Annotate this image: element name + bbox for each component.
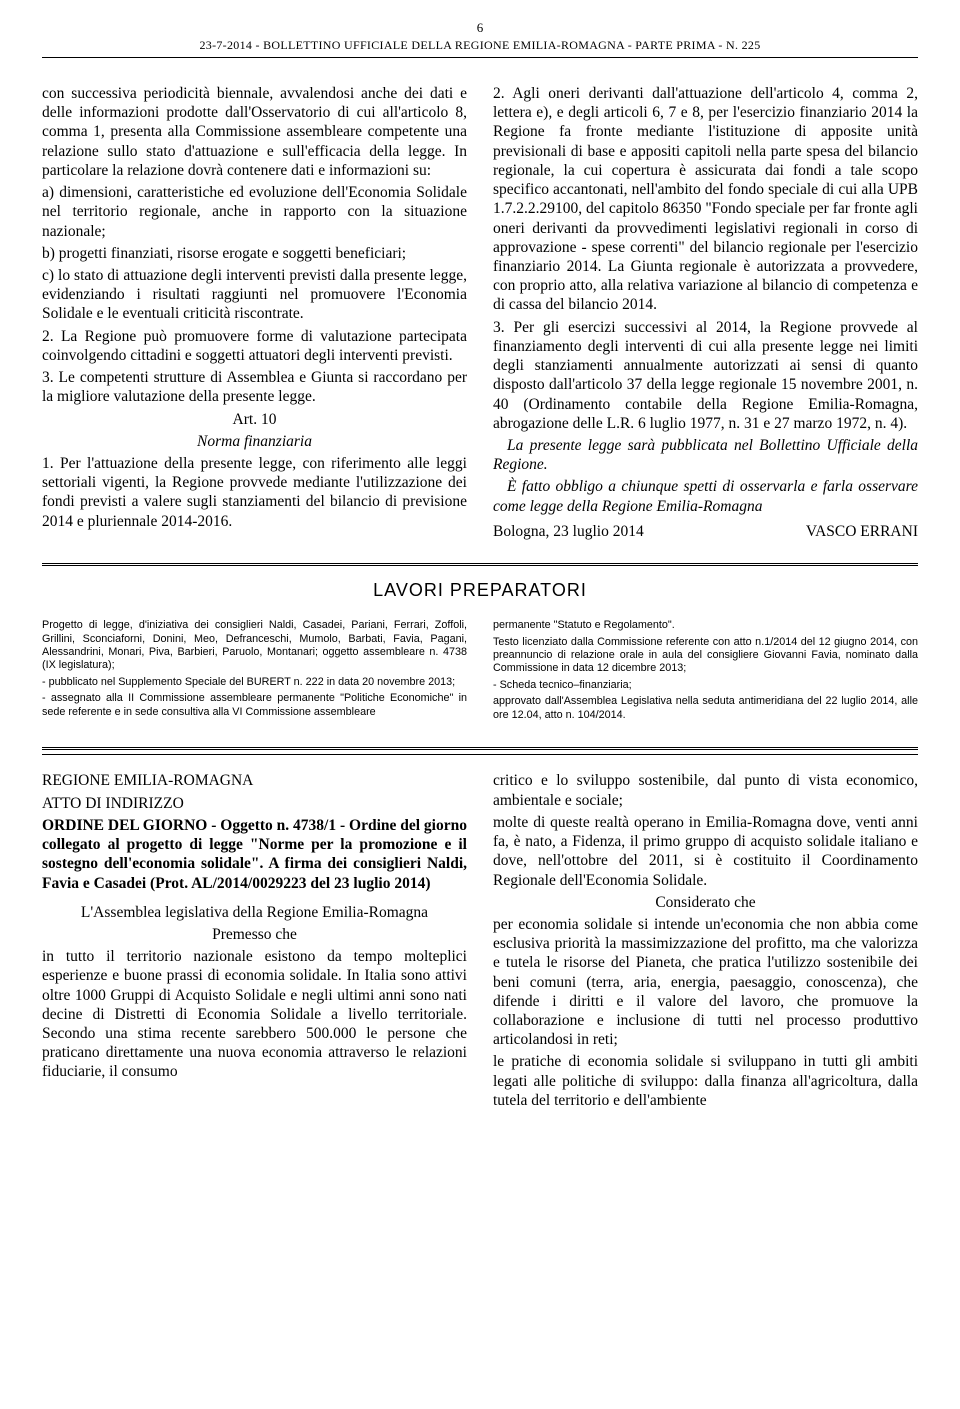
article-title: Norma finanziaria xyxy=(42,432,467,451)
para: molte di queste realtà operano in Emilia… xyxy=(493,813,918,890)
bottom-left-column: REGIONE EMILIA-ROMAGNA ATTO DI INDIRIZZO… xyxy=(42,771,467,1113)
right-column: 2. Agli oneri derivanti dall'attuazione … xyxy=(493,84,918,541)
para: approvato dall'Assemblea Legislativa nel… xyxy=(493,695,918,722)
para: critico e lo sviluppo sostenibile, dal p… xyxy=(493,771,918,809)
divider-thin xyxy=(42,754,918,755)
para: permanente "Statuto e Regolamento". xyxy=(493,619,918,632)
act-type: ATTO DI INDIRIZZO xyxy=(42,794,467,813)
para: - Scheda tecnico–finanziaria; xyxy=(493,679,918,692)
para: in tutto il territorio nazionale esiston… xyxy=(42,947,467,1082)
lavori-right-column: permanente "Statuto e Regolamento". Test… xyxy=(493,619,918,725)
premise-head: Premesso che xyxy=(42,925,467,944)
order-title: ORDINE DEL GIORNO - Oggetto n. 4738/1 - … xyxy=(42,816,467,893)
para: - assegnato alla II Commissione assemble… xyxy=(42,692,467,719)
page-number: 6 xyxy=(42,20,918,36)
considered-head: Considerato che xyxy=(493,893,918,912)
lavori-columns: Progetto di legge, d'iniziativa dei cons… xyxy=(42,619,918,725)
article-number: Art. 10 xyxy=(42,410,467,429)
divider-double xyxy=(42,563,918,566)
para: 2. Agli oneri derivanti dall'attuazione … xyxy=(493,84,918,315)
bottom-right-column: critico e lo sviluppo sostenibile, dal p… xyxy=(493,771,918,1113)
para: con successiva periodicità biennale, avv… xyxy=(42,84,467,180)
para: Testo licenziato dalla Commissione refer… xyxy=(493,636,918,676)
list-item-c: c) lo stato di attuazione degli interven… xyxy=(42,266,467,324)
para: Progetto di legge, d'iniziativa dei cons… xyxy=(42,619,467,673)
page-header: 23-7-2014 - BOLLETTINO UFFICIALE DELLA R… xyxy=(42,38,918,58)
region-header: REGIONE EMILIA-ROMAGNA xyxy=(42,771,467,790)
lavori-heading: LAVORI PREPARATORI xyxy=(42,580,918,601)
para: 2. La Regione può promuovere forme di va… xyxy=(42,327,467,365)
para: le pratiche di economia solidale si svil… xyxy=(493,1052,918,1110)
para-italic: È fatto obbligo a chiunque spetti di oss… xyxy=(493,477,918,515)
signature-name: VASCO ERRANI xyxy=(806,522,918,541)
para: per economia solidale si intende un'econ… xyxy=(493,915,918,1050)
para: 1. Per l'attuazione della presente legge… xyxy=(42,454,467,531)
divider-double xyxy=(42,747,918,750)
assembly-line: L'Assemblea legislativa della Regione Em… xyxy=(42,903,467,922)
bottom-columns: REGIONE EMILIA-ROMAGNA ATTO DI INDIRIZZO… xyxy=(42,771,918,1113)
list-item-b: b) progetti finanziati, risorse erogate … xyxy=(42,244,467,263)
para-italic: La presente legge sarà pubblicata nel Bo… xyxy=(493,436,918,474)
left-column: con successiva periodicità biennale, avv… xyxy=(42,84,467,541)
main-columns: con successiva periodicità biennale, avv… xyxy=(42,84,918,541)
signature-line: Bologna, 23 luglio 2014 VASCO ERRANI xyxy=(493,522,918,541)
lavori-left-column: Progetto di legge, d'iniziativa dei cons… xyxy=(42,619,467,725)
para: - pubblicato nel Supplemento Speciale de… xyxy=(42,676,467,689)
para: 3. Per gli esercizi successivi al 2014, … xyxy=(493,318,918,433)
list-item-a: a) dimensioni, caratteristiche ed evoluz… xyxy=(42,183,467,241)
para: 3. Le competenti strutture di Assemblea … xyxy=(42,368,467,406)
signature-place-date: Bologna, 23 luglio 2014 xyxy=(493,522,644,541)
